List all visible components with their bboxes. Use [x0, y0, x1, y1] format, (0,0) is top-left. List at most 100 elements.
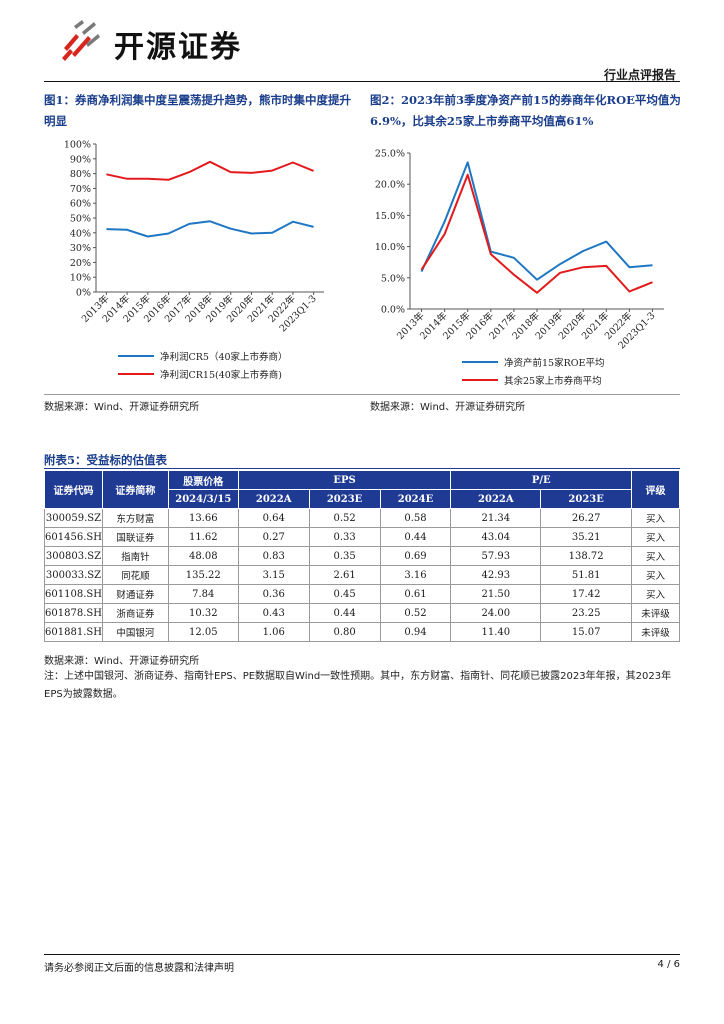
y-tick-label: 80% [70, 169, 91, 180]
cell-eps-2024e: 0.52 [379, 603, 452, 623]
col-header-code: 证券代码 [44, 470, 103, 509]
cell-price: 13.66 [167, 508, 239, 528]
y-tick-label: 10% [70, 273, 91, 284]
col-header-pe: P/E [450, 470, 633, 490]
table-row: 601881.SH 中国银河 12.05 1.06 0.80 0.94 11.4… [44, 622, 680, 642]
cell-pe-2022a: 57.93 [450, 546, 542, 566]
col-header-eps-2024e: 2024E [379, 489, 452, 509]
cell-rating: 未评级 [631, 603, 680, 623]
y-tick-label: 20.0% [375, 180, 405, 191]
table-source: 数据来源：Wind、开源证券研究所 [44, 656, 200, 667]
col-header-price: 股票价格 [167, 470, 239, 490]
cell-code: 300803.SZ [44, 546, 103, 566]
cell-rating: 买入 [631, 584, 680, 604]
series-line-1 [106, 220, 314, 238]
y-tick-label: 20% [70, 258, 91, 269]
col-header-eps-2023e: 2023E [308, 489, 381, 509]
cell-eps-2022a: 0.27 [237, 527, 310, 547]
figure-1-source: 数据来源：Wind、开源证券研究所 [44, 402, 200, 413]
cell-pe-2023e: 138.72 [540, 546, 633, 566]
figure-2-source: 数据来源：Wind、开源证券研究所 [370, 402, 526, 413]
cell-eps-2023e: 0.52 [308, 508, 381, 528]
cell-code: 300033.SZ [44, 565, 103, 585]
figure-2-chart: 0.0%5.0%10.0%15.0%20.0%25.0%2013年2014年20… [375, 149, 664, 387]
footer-rule [44, 954, 680, 955]
cell-pe-2023e: 26.27 [540, 508, 633, 528]
col-header-rating: 评级 [631, 470, 680, 509]
table-row: 300059.SZ 东方财富 13.66 0.64 0.52 0.58 21.3… [44, 508, 680, 528]
y-tick-label: 40% [70, 228, 91, 239]
table-title: 附表5：受益标的估值表 [44, 453, 168, 467]
legend-label: 其余25家上市券商平均 [504, 375, 602, 387]
y-tick-label: 60% [70, 199, 91, 210]
cell-name: 国联证券 [101, 527, 169, 547]
cell-price: 10.32 [167, 603, 239, 623]
cell-name: 财通证券 [101, 584, 169, 604]
col-header-price-date: 2024/3/15 [167, 489, 239, 509]
y-tick-label: 30% [70, 243, 91, 254]
figure-2-title: 图2：2023年前3季度净资产前15的券商年化ROE平均值为6.9%，比其余25… [370, 93, 681, 128]
y-tick-label: 10.0% [375, 242, 405, 253]
table-title-rule [44, 468, 680, 469]
cell-eps-2024e: 0.58 [379, 508, 452, 528]
figure-1-chart: 0%10%20%30%40%50%60%70%80%90%100%2013年20… [64, 140, 324, 381]
cell-name: 同花顺 [101, 565, 169, 585]
cell-price: 48.08 [167, 546, 239, 566]
cell-pe-2023e: 35.21 [540, 527, 633, 547]
table-row: 601108.SH 财通证券 7.84 0.36 0.45 0.61 21.50… [44, 584, 680, 604]
cell-eps-2024e: 0.44 [379, 527, 452, 547]
y-tick-label: 70% [70, 184, 91, 195]
cell-pe-2022a: 24.00 [450, 603, 542, 623]
cell-eps-2022a: 1.06 [237, 622, 310, 642]
cell-name: 东方财富 [101, 508, 169, 528]
cell-pe-2023e: 51.81 [540, 565, 633, 585]
y-tick-label: 90% [70, 154, 91, 165]
cell-code: 601878.SH [44, 603, 103, 623]
report-type: 行业点评报告 [603, 68, 676, 82]
cell-eps-2024e: 0.61 [379, 584, 452, 604]
cell-name: 中国银河 [101, 622, 169, 642]
cell-rating: 买入 [631, 565, 680, 585]
y-tick-label: 5.0% [381, 273, 405, 284]
cell-eps-2024e: 0.69 [379, 546, 452, 566]
cell-pe-2022a: 42.93 [450, 565, 542, 585]
cell-pe-2023e: 15.07 [540, 622, 633, 642]
col-header-eps: EPS [237, 470, 452, 490]
footer-disclaimer: 请务必参阅正文后面的信息披露和法律声明 [44, 963, 234, 974]
cell-eps-2022a: 3.15 [237, 565, 310, 585]
legend-label: 净利润CR15(40家上市券商) [160, 369, 282, 381]
series-line-2 [420, 173, 653, 294]
figure-1-title: 图1：券商净利润集中度呈震荡提升趋势，熊市时集中度提升明显 [44, 93, 351, 128]
cell-eps-2023e: 0.80 [308, 622, 381, 642]
cell-name: 指南针 [101, 546, 169, 566]
cell-rating: 买入 [631, 546, 680, 566]
cell-pe-2022a: 43.04 [450, 527, 542, 547]
cell-price: 12.05 [167, 622, 239, 642]
col-header-name: 证券简称 [101, 470, 169, 509]
table-row: 300033.SZ 同花顺 135.22 3.15 2.61 3.16 42.9… [44, 565, 680, 585]
cell-rating: 未评级 [631, 622, 680, 642]
y-tick-label: 100% [64, 140, 91, 151]
figures-bottom-rule [44, 394, 680, 395]
page-number: 4 / 6 [657, 959, 680, 970]
cell-price: 7.84 [167, 584, 239, 604]
cell-eps-2024e: 3.16 [379, 565, 452, 585]
cell-eps-2023e: 0.35 [308, 546, 381, 566]
cell-eps-2024e: 0.94 [379, 622, 452, 642]
col-header-eps-2022a: 2022A [237, 489, 310, 509]
y-tick-label: 0% [76, 288, 91, 299]
legend-label: 净资产前15家ROE平均 [504, 357, 604, 369]
cell-code: 601456.SH [44, 527, 103, 547]
cell-rating: 买入 [631, 508, 680, 528]
cell-code: 300059.SZ [44, 508, 103, 528]
cell-pe-2023e: 17.42 [540, 584, 633, 604]
y-tick-label: 50% [70, 214, 91, 225]
cell-price: 11.62 [167, 527, 239, 547]
cell-eps-2023e: 2.61 [308, 565, 381, 585]
table-row: 300803.SZ 指南针 48.08 0.83 0.35 0.69 57.93… [44, 546, 680, 566]
cell-eps-2023e: 0.44 [308, 603, 381, 623]
table-row: 601456.SH 国联证券 11.62 0.27 0.33 0.44 43.0… [44, 527, 680, 547]
col-header-pe-2022a: 2022A [450, 489, 542, 509]
y-tick-label: 0.0% [381, 305, 405, 316]
col-header-pe-2023e: 2023E [540, 489, 633, 509]
